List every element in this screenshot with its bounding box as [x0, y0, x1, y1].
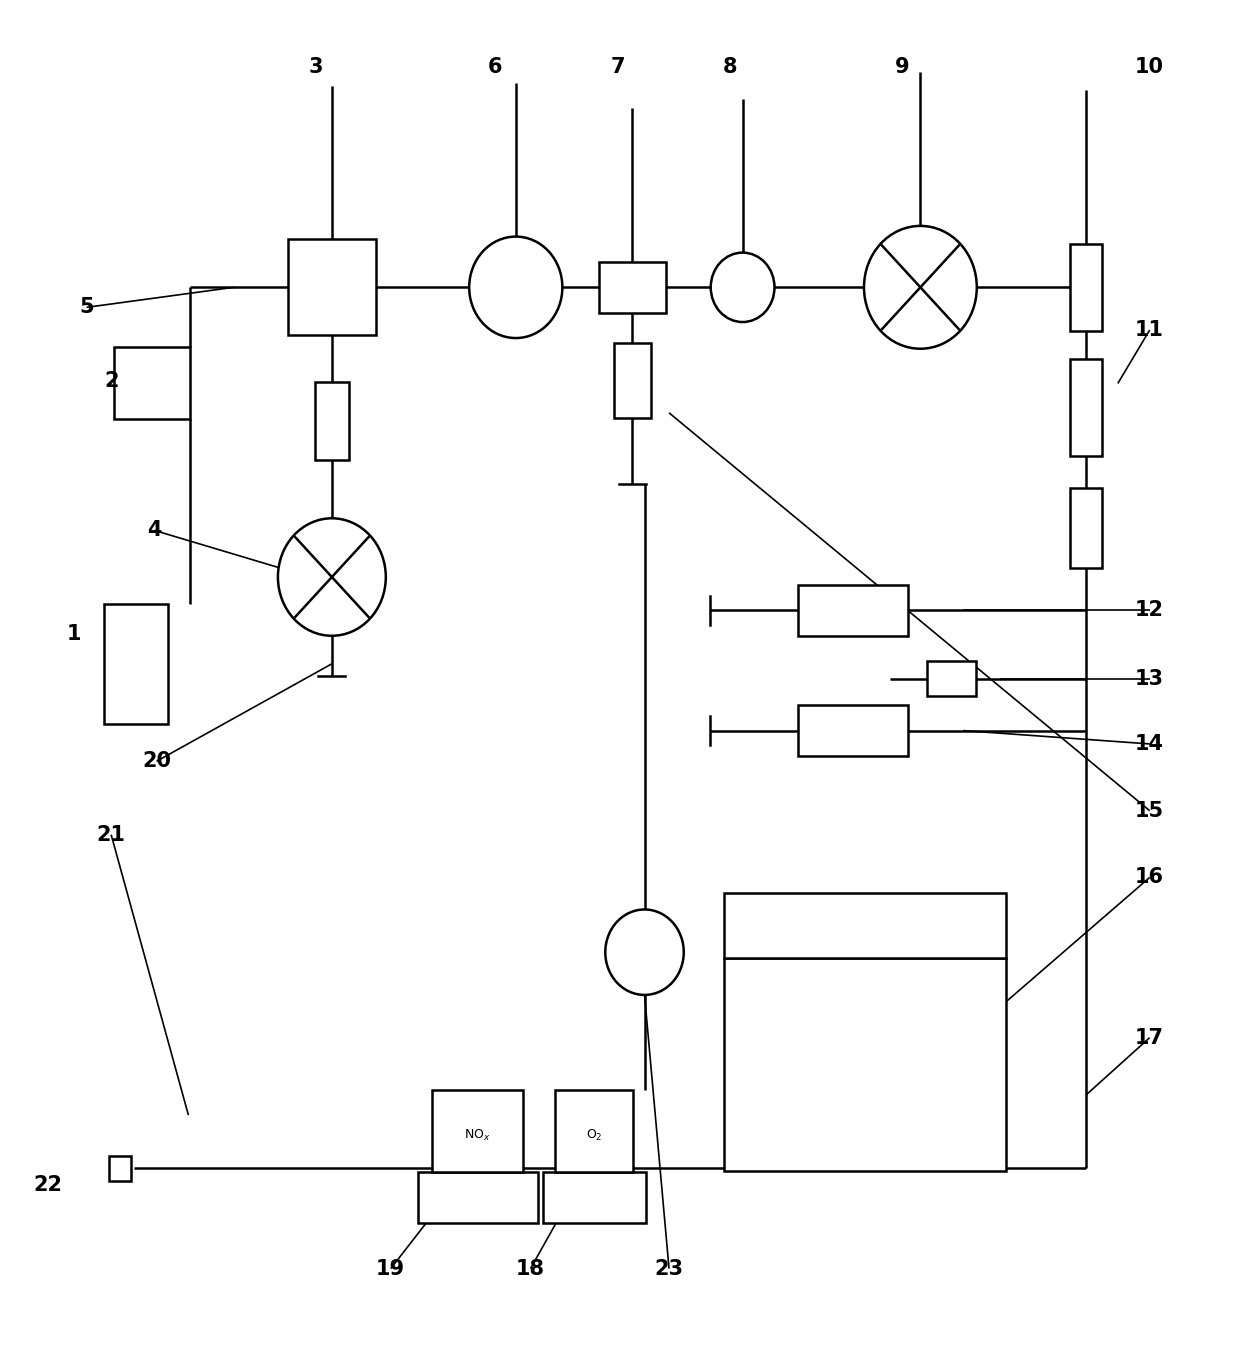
Bar: [797, 706, 908, 755]
Text: 11: 11: [1135, 320, 1164, 340]
Text: 4: 4: [146, 521, 161, 541]
Text: 8: 8: [723, 57, 738, 77]
Text: 3: 3: [309, 57, 324, 77]
Bar: [599, 262, 666, 313]
Text: 6: 6: [487, 57, 502, 77]
Text: 17: 17: [1135, 1028, 1164, 1048]
Bar: [556, 1090, 634, 1172]
Text: 7: 7: [610, 57, 625, 77]
Text: 18: 18: [516, 1259, 546, 1279]
Bar: [724, 893, 1006, 958]
Bar: [114, 348, 190, 420]
Circle shape: [469, 236, 563, 339]
Text: 10: 10: [1135, 57, 1164, 77]
Text: 9: 9: [895, 57, 909, 77]
Text: 19: 19: [376, 1259, 405, 1279]
Text: 5: 5: [79, 297, 94, 317]
Text: 16: 16: [1135, 867, 1164, 888]
Text: 12: 12: [1135, 600, 1164, 621]
Bar: [433, 1090, 523, 1172]
Bar: [288, 239, 376, 336]
Text: 23: 23: [655, 1259, 683, 1279]
Bar: [1070, 359, 1102, 456]
Bar: [543, 1172, 646, 1224]
Bar: [926, 661, 976, 696]
Circle shape: [278, 518, 386, 635]
Bar: [109, 1156, 130, 1180]
Text: 13: 13: [1135, 669, 1164, 688]
Text: 22: 22: [33, 1175, 62, 1194]
Circle shape: [864, 225, 977, 349]
Bar: [315, 382, 348, 460]
Bar: [614, 344, 651, 418]
Text: 15: 15: [1135, 801, 1164, 820]
Bar: [104, 604, 167, 724]
Text: 14: 14: [1135, 734, 1164, 754]
Text: O$_2$: O$_2$: [587, 1128, 603, 1143]
Bar: [1070, 487, 1102, 568]
Circle shape: [711, 252, 775, 322]
Text: 21: 21: [97, 824, 125, 844]
Text: 2: 2: [104, 371, 118, 391]
Text: 20: 20: [143, 751, 171, 772]
Bar: [1070, 244, 1102, 331]
Bar: [724, 958, 1006, 1171]
Text: NO$_x$: NO$_x$: [465, 1128, 491, 1143]
Circle shape: [605, 909, 683, 996]
Bar: [797, 585, 908, 635]
Text: 1: 1: [67, 625, 82, 645]
Bar: [418, 1172, 538, 1224]
